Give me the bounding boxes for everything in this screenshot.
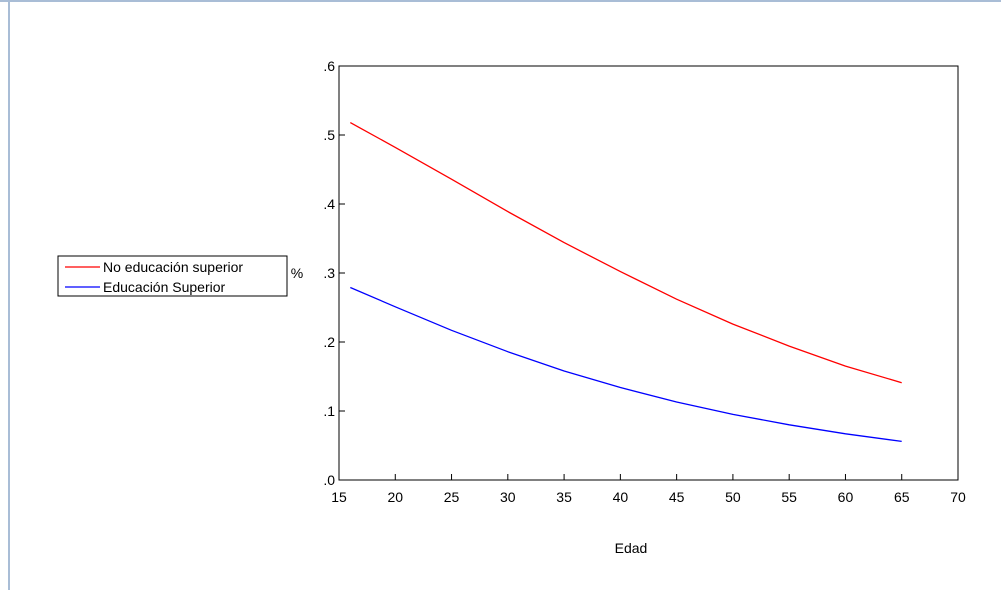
- y-tick-label: .3: [323, 265, 335, 281]
- x-tick-label: 55: [781, 489, 797, 505]
- series-line-educacion-superior: [350, 286, 902, 443]
- x-tick-label: 70: [950, 489, 966, 505]
- x-axis-title: Edad: [615, 540, 648, 556]
- x-tick-label: 65: [894, 489, 910, 505]
- x-tick-label: 25: [444, 489, 460, 505]
- y-tick-label: .6: [323, 58, 335, 74]
- x-axis-ticks: 15 20 25 30 35 40 45 50 55 60 65 70: [331, 474, 966, 505]
- series-line-no-educacion-superior: [349, 122, 902, 384]
- x-tick-label: 20: [387, 489, 403, 505]
- y-axis-title: %: [291, 265, 303, 281]
- legend: No educación superior Educación Superior: [57, 255, 288, 297]
- y-tick-label: .4: [323, 196, 335, 212]
- legend-label-no-educacion-superior: No educación superior: [103, 259, 243, 275]
- y-tick-label: .1: [323, 403, 335, 419]
- x-tick-label: 15: [331, 489, 347, 505]
- x-tick-label: 50: [725, 489, 741, 505]
- y-tick-label: .5: [323, 127, 335, 143]
- legend-box: [57, 255, 288, 297]
- x-tick-label: 60: [838, 489, 854, 505]
- x-tick-label: 35: [556, 489, 572, 505]
- legend-label-educacion-superior: Educación Superior: [103, 279, 226, 295]
- x-tick-label: 30: [500, 489, 516, 505]
- y-axis-ticks: .0 .1 .2 .3 .4 .5 .6: [323, 58, 345, 488]
- y-tick-label: .0: [323, 472, 335, 488]
- x-tick-label: 45: [669, 489, 685, 505]
- x-tick-label: 40: [613, 489, 629, 505]
- y-tick-label: .2: [323, 334, 335, 350]
- plot-area: [338, 65, 959, 481]
- series-lines: [349, 122, 902, 443]
